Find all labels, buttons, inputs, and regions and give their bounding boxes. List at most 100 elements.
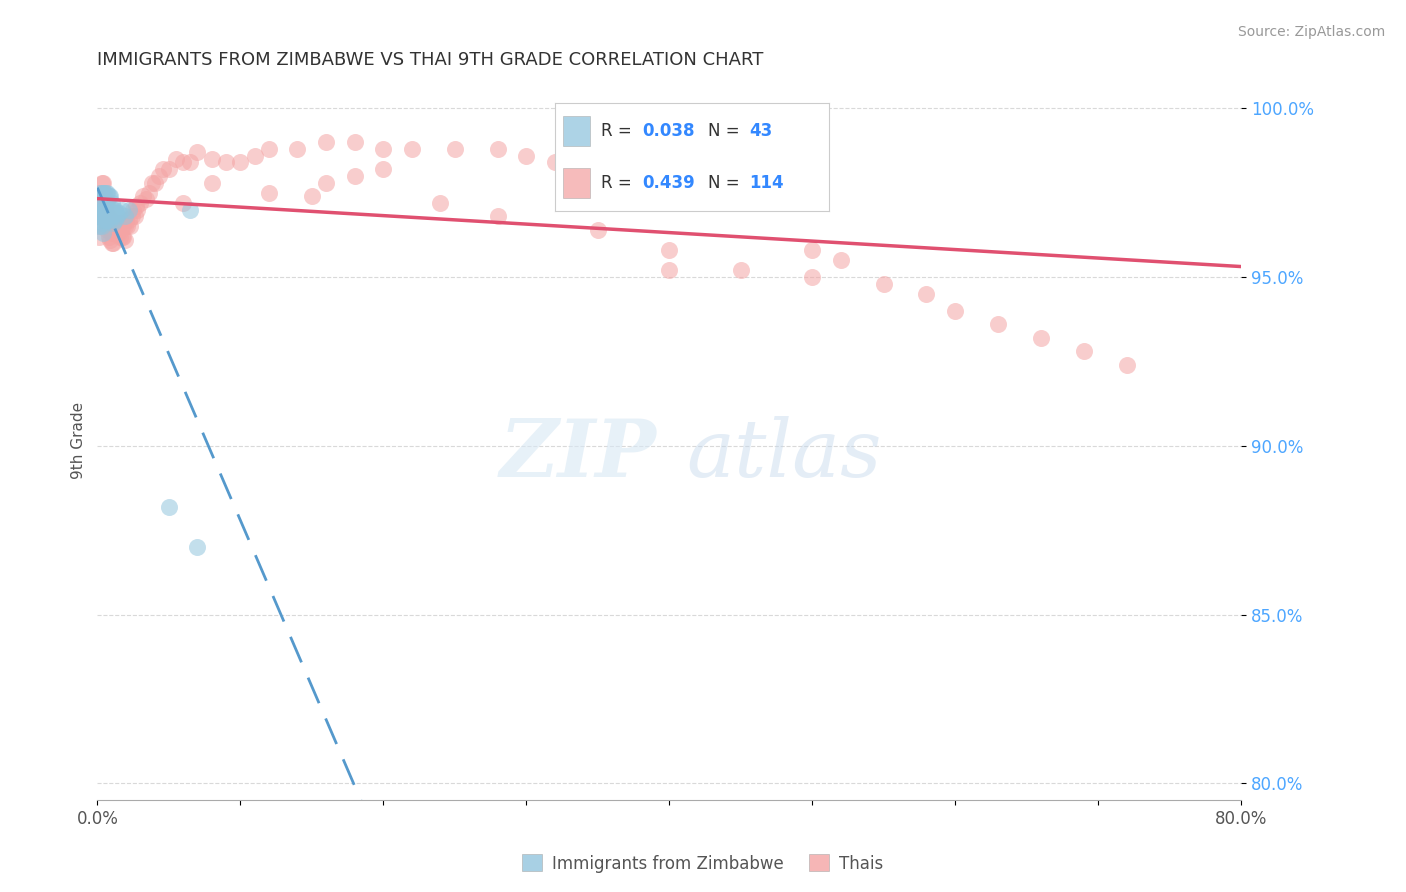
Point [98, 202, 121, 217]
Point [148, 169, 170, 183]
Point [97, 229, 120, 244]
Point [586, 152, 609, 166]
Point [686, 148, 709, 162]
Point [1029, 331, 1052, 345]
Point [104, 216, 127, 230]
Point [658, 243, 681, 257]
Point [373, 162, 395, 177]
Point [98, 223, 121, 237]
Point [343, 135, 366, 149]
Point [93, 210, 115, 224]
Point [96, 195, 118, 210]
Point [89, 186, 111, 200]
Point [93, 195, 115, 210]
Point [94, 186, 117, 200]
Point [401, 142, 423, 156]
Point [105, 210, 128, 224]
Point [830, 253, 852, 268]
Point [730, 145, 752, 160]
Point [343, 169, 366, 183]
Point [87, 210, 110, 224]
Text: atlas: atlas [686, 417, 882, 494]
Point [772, 142, 794, 156]
Point [1115, 358, 1137, 372]
Point [257, 186, 280, 200]
Point [94, 206, 117, 220]
Point [215, 155, 238, 169]
Point [90, 193, 112, 207]
Point [658, 263, 681, 277]
Point [110, 229, 132, 244]
Point [101, 202, 124, 217]
Point [90, 219, 112, 234]
Point [443, 142, 465, 156]
Legend: Immigrants from Zimbabwe, Thais: Immigrants from Zimbabwe, Thais [516, 847, 890, 880]
Point [730, 263, 752, 277]
Point [101, 216, 124, 230]
Point [87, 210, 110, 224]
Point [97, 219, 120, 234]
Point [91, 216, 114, 230]
Point [107, 206, 129, 220]
Point [98, 212, 121, 227]
Point [105, 216, 128, 230]
Point [91, 176, 114, 190]
Point [90, 206, 112, 220]
Point [172, 195, 194, 210]
Point [152, 162, 174, 177]
Point [373, 142, 395, 156]
Point [103, 226, 125, 240]
Point [118, 202, 141, 217]
Point [201, 152, 224, 166]
Point [124, 210, 146, 224]
Point [89, 186, 111, 200]
Point [111, 202, 134, 217]
Text: IMMIGRANTS FROM ZIMBABWE VS THAI 9TH GRADE CORRELATION CHART: IMMIGRANTS FROM ZIMBABWE VS THAI 9TH GRA… [97, 51, 763, 69]
Text: Source: ZipAtlas.com: Source: ZipAtlas.com [1237, 25, 1385, 39]
Point [96, 202, 118, 217]
Point [100, 226, 122, 240]
Point [915, 287, 938, 301]
Point [943, 303, 966, 318]
Point [186, 540, 208, 554]
Point [91, 226, 114, 240]
Point [87, 202, 110, 217]
Point [89, 210, 111, 224]
Point [179, 202, 201, 217]
Point [89, 210, 111, 224]
Point [987, 318, 1010, 332]
Point [91, 189, 114, 203]
Point [93, 212, 115, 227]
Point [801, 243, 824, 257]
Point [127, 202, 149, 217]
Point [94, 212, 117, 227]
Point [287, 142, 309, 156]
Point [122, 202, 145, 217]
Point [96, 186, 118, 200]
Point [118, 212, 141, 227]
Point [101, 236, 124, 251]
Point [132, 189, 155, 203]
Point [486, 210, 509, 224]
Point [658, 152, 681, 166]
Point [94, 195, 117, 210]
Point [1073, 344, 1095, 359]
Point [125, 199, 148, 213]
Point [94, 202, 117, 217]
Point [97, 189, 120, 203]
Point [97, 210, 120, 224]
Point [91, 202, 114, 217]
Point [101, 226, 124, 240]
Point [105, 226, 128, 240]
Point [544, 155, 567, 169]
Point [90, 210, 112, 224]
Point [96, 210, 118, 224]
Point [107, 216, 129, 230]
Point [89, 195, 111, 210]
Point [100, 236, 122, 251]
Point [111, 229, 134, 244]
Point [114, 219, 136, 234]
Point [100, 195, 122, 210]
Point [486, 142, 509, 156]
Point [107, 226, 129, 240]
